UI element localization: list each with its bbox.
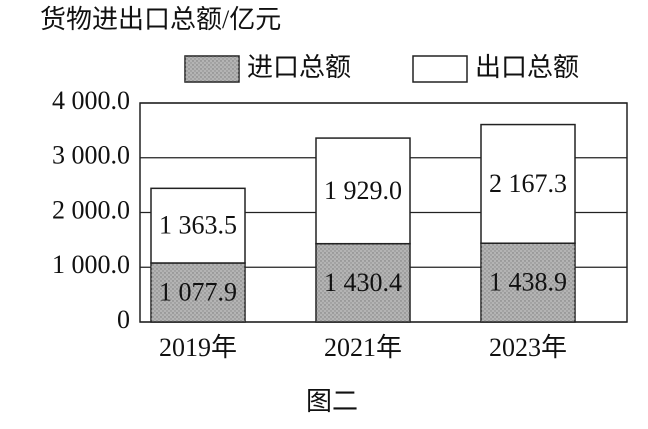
value-label: 1 363.5: [159, 211, 237, 240]
y-tick-label: 1 000.0: [52, 250, 130, 279]
value-label: 2 167.3: [489, 169, 567, 198]
y-tick-label: 0: [117, 305, 130, 334]
legend-swatch-texture: [185, 56, 239, 82]
value-label: 1 077.9: [159, 277, 237, 306]
x-tick-label: 2021年: [324, 333, 402, 362]
legend-label: 进口总额: [247, 53, 351, 82]
value-label: 1 430.4: [324, 268, 402, 297]
y-tick-label: 4 000.0: [52, 86, 130, 115]
bar: [315, 137, 411, 245]
bar-texture: [316, 243, 410, 322]
y-tick-label: 2 000.0: [52, 195, 130, 224]
value-label: 1 929.0: [324, 176, 402, 205]
bar: [150, 187, 246, 264]
legend-label: 出口总额: [475, 53, 579, 82]
bar: [480, 123, 576, 244]
legend-swatch: [412, 55, 468, 83]
caption: 图二: [306, 387, 358, 416]
bar-texture: [151, 262, 245, 322]
x-tick-label: 2023年: [489, 333, 567, 362]
bar-texture: [481, 243, 575, 322]
chart-title: 货物进出口总额/亿元: [40, 5, 281, 34]
x-tick-label: 2019年: [159, 333, 237, 362]
value-label: 1 438.9: [489, 268, 567, 297]
y-tick-label: 3 000.0: [52, 141, 130, 170]
